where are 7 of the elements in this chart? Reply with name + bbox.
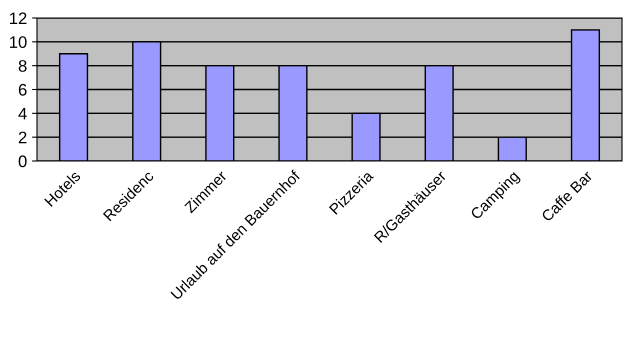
y-tick-label: 4 xyxy=(18,108,27,120)
y-tick-label: 12 xyxy=(10,12,26,24)
y-tick-label: 2 xyxy=(18,132,26,144)
y-tick-label: 6 xyxy=(18,84,27,96)
y-tick-label: 8 xyxy=(18,60,27,72)
y-tick-label: 10 xyxy=(10,36,27,48)
y-tick-label: 0 xyxy=(18,155,27,168)
